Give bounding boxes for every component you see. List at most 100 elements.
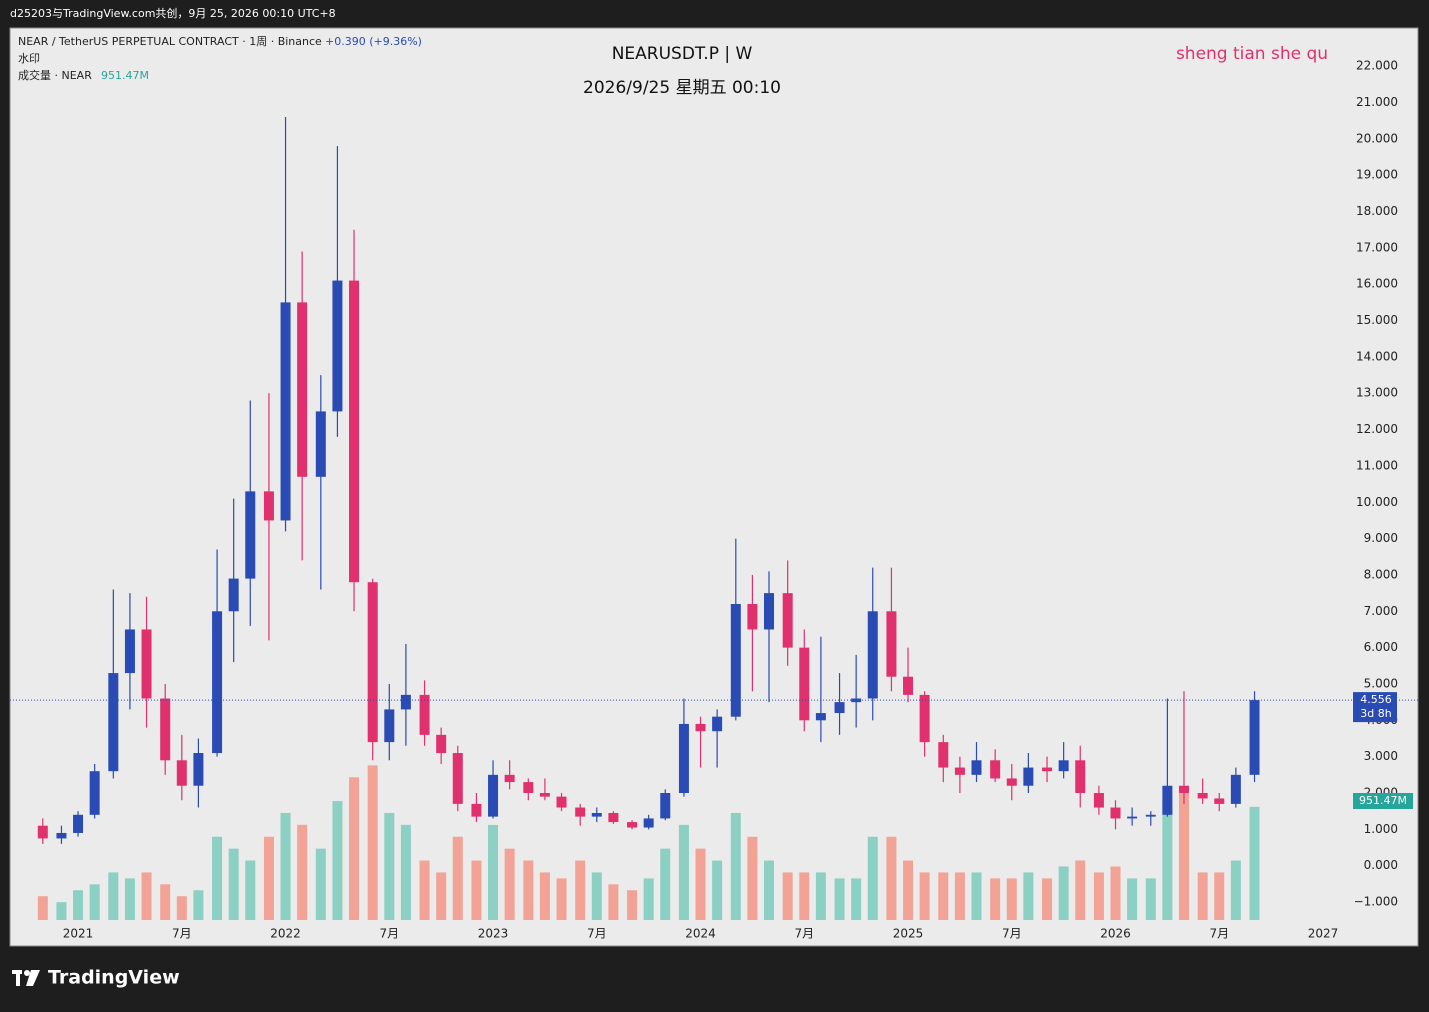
volume-bar <box>73 890 84 920</box>
candle-body <box>488 774 499 817</box>
candle-body <box>349 280 360 583</box>
volume-bar <box>471 860 482 920</box>
candle-body <box>556 796 567 808</box>
volume-bar <box>1214 872 1225 920</box>
y-tick-label: 1.000 <box>1364 822 1398 836</box>
candle-body <box>1162 785 1173 815</box>
candle-body <box>176 760 187 786</box>
volume-bar <box>1145 878 1156 920</box>
candle-body <box>815 713 826 721</box>
y-tick-label: 12.000 <box>1356 422 1398 436</box>
volume-tag <box>1353 793 1413 809</box>
volume-bar <box>452 836 463 920</box>
candle-body <box>660 793 671 819</box>
candle-body <box>1075 760 1086 793</box>
y-tick-label: 5.000 <box>1364 676 1398 690</box>
y-tick-label: 0.000 <box>1364 858 1398 872</box>
y-tick-label: 3.000 <box>1364 749 1398 763</box>
symbol-line: NEAR / TetherUS PERPETUAL CONTRACT · 1周 … <box>18 35 322 48</box>
chart-title: NEARUSDT.P | W <box>612 44 753 64</box>
volume-bar <box>782 872 793 920</box>
y-tick-label: −1.000 <box>1354 895 1398 909</box>
candle-body <box>954 767 965 775</box>
candle-body <box>575 807 586 817</box>
volume-bar <box>1230 860 1241 920</box>
volume-bar <box>367 765 378 920</box>
volume-bar <box>903 860 914 920</box>
x-tick-label: 2024 <box>685 927 716 941</box>
candle-body <box>730 604 741 717</box>
volume-bar <box>1006 878 1017 920</box>
volume-bar <box>1075 860 1086 920</box>
candle-body <box>1023 767 1034 786</box>
volume-bar <box>263 836 274 920</box>
volume-bar <box>799 872 810 920</box>
candle-body <box>712 716 723 732</box>
y-tick-label: 7.000 <box>1364 604 1398 618</box>
candle-body <box>903 676 914 695</box>
candle-body <box>1145 814 1156 817</box>
x-tick-label: 7月 <box>1002 927 1022 941</box>
candle-body <box>1214 798 1225 804</box>
volume-bar <box>141 872 152 920</box>
candle-body <box>1230 774 1241 804</box>
volume-bar <box>504 848 515 920</box>
chart-subtitle: 2026/9/25 星期五 00:10 <box>583 78 781 98</box>
chart-area <box>9 27 1419 947</box>
candle-body <box>37 825 48 839</box>
volume-bar <box>1058 866 1069 920</box>
candle-body <box>971 760 982 775</box>
volume-bar <box>56 902 67 920</box>
x-tick-label: 2027 <box>1308 927 1339 941</box>
y-tick-label: 15.000 <box>1356 313 1398 327</box>
x-tick-label: 2022 <box>270 927 301 941</box>
candle-body <box>193 753 204 786</box>
y-tick-label: 14.000 <box>1356 349 1398 363</box>
volume-bar <box>212 836 223 920</box>
x-tick-label: 7月 <box>172 927 192 941</box>
volume-bar <box>695 848 706 920</box>
y-tick-label: 8.000 <box>1364 567 1398 581</box>
volume-bar <box>332 801 343 920</box>
volume-bar <box>1162 801 1173 920</box>
y-tick-label: 10.000 <box>1356 495 1398 509</box>
candle-body <box>280 302 291 521</box>
x-tick-label: 2026 <box>1100 927 1131 941</box>
candle-body <box>782 593 793 648</box>
candle-body <box>1042 767 1053 772</box>
candle-body <box>245 491 256 579</box>
candle-body <box>1110 807 1121 819</box>
volume-bar <box>1178 789 1189 920</box>
candle-body <box>332 280 343 412</box>
candle-body <box>297 302 308 477</box>
y-tick-label: 9.000 <box>1364 531 1398 545</box>
volume-bar <box>245 860 256 920</box>
volume-bar <box>886 836 897 920</box>
volume-bar <box>627 890 638 920</box>
x-tick-label: 7月 <box>587 927 607 941</box>
candle-body <box>1058 760 1069 772</box>
volume-bar <box>1042 878 1053 920</box>
volume-bar <box>851 878 862 920</box>
candle-body <box>504 774 515 783</box>
candle-body <box>1006 778 1017 786</box>
volume-bar <box>954 872 965 920</box>
volume-bar <box>89 884 100 920</box>
volume-bar <box>1249 806 1260 920</box>
x-tick-label: 7月 <box>1209 927 1229 941</box>
y-tick-label: 21.000 <box>1356 95 1398 109</box>
volume-bar <box>160 884 171 920</box>
volume-bar <box>315 848 326 920</box>
candle-body <box>419 694 430 735</box>
volume-bar <box>712 860 723 920</box>
volume-bar <box>436 872 447 920</box>
x-tick-label: 7月 <box>379 927 399 941</box>
volume-bar <box>488 824 499 920</box>
volume-bar <box>228 848 239 920</box>
watermark-label: 水印 <box>18 52 40 65</box>
candle-body <box>539 793 550 797</box>
volume-bar <box>1023 872 1034 920</box>
volume-value: 951.47M <box>101 69 149 82</box>
